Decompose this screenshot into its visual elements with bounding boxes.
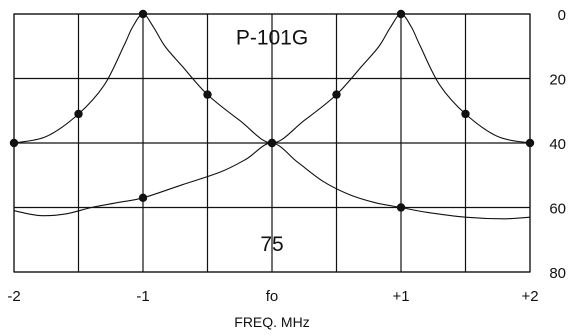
series-0-point-3	[203, 90, 212, 99]
x-tick-label-8: +2	[521, 288, 538, 305]
series-0-point-8	[525, 138, 535, 148]
x-tick-labels: -2 -1 fo +1 +2	[7, 288, 538, 305]
series-0-point-6	[396, 9, 406, 19]
y-tick-label-4: 80	[549, 265, 566, 282]
x-axis-label: FREQ. MHz	[234, 314, 309, 330]
series-1-point-0	[138, 193, 148, 203]
series-1-point-2	[396, 203, 406, 212]
x-tick-label-6: +1	[392, 288, 409, 305]
y-tick-labels: 0 20 40 60 80	[549, 7, 566, 282]
series-1-point-1	[267, 138, 277, 148]
y-tick-label-0: 0	[558, 7, 566, 24]
series-0-point-1	[74, 109, 83, 119]
markers	[9, 9, 535, 212]
series-0-point-5	[332, 90, 341, 99]
annotation-0: P-101G	[236, 27, 308, 50]
y-tick-label-1: 20	[549, 72, 566, 89]
series-0-point-7	[461, 109, 470, 119]
grid	[13, 13, 531, 273]
x-tick-label-0: -2	[7, 288, 20, 305]
x-tick-label-4: fo	[266, 288, 279, 305]
annotation-1: 75	[260, 233, 283, 256]
annotations: P-101G 75	[236, 27, 308, 256]
y-tick-label-3: 60	[549, 201, 566, 218]
y-tick-label-2: 40	[549, 136, 566, 153]
x-tick-label-2: -1	[136, 288, 149, 305]
series-0-point-2	[138, 9, 148, 19]
series-0-point-0	[9, 138, 19, 148]
